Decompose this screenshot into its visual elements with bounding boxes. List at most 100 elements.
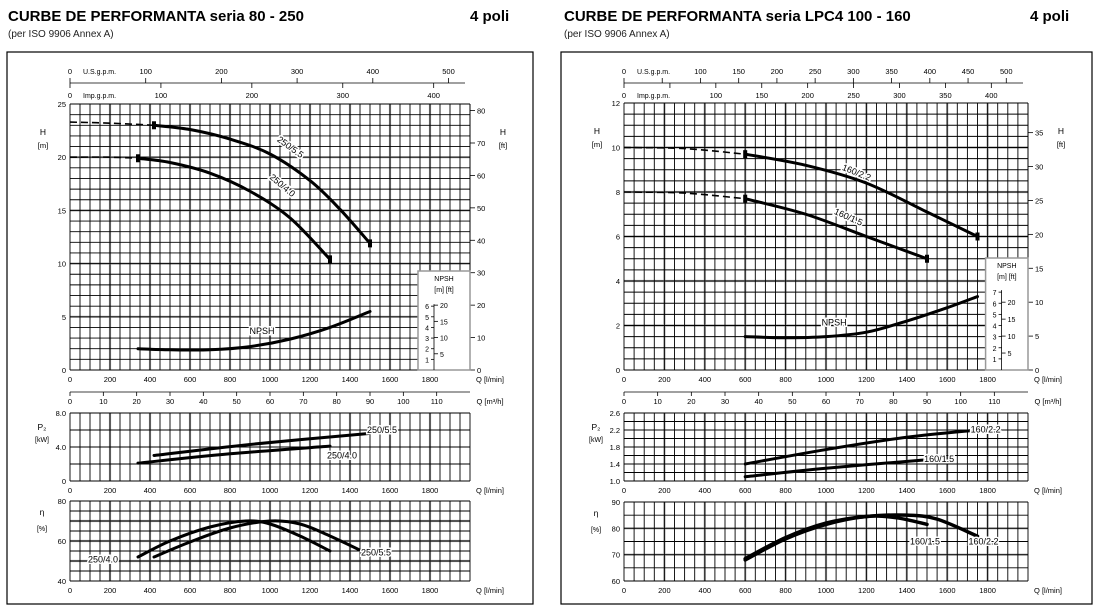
head-ft-tick-label: 40 <box>477 236 485 245</box>
npsh-m-tick-label: 2 <box>993 346 997 353</box>
us-gpm-tick-label: 0 <box>68 67 72 76</box>
npsh-m-tick-label: 4 <box>425 325 429 332</box>
head-ft-tick-label: 0 <box>477 366 481 375</box>
npsh-m-tick-label: 3 <box>425 336 429 343</box>
head-ft-tick-label: 0 <box>1035 366 1039 375</box>
m3h-tick-label: 50 <box>788 397 796 406</box>
npsh-ft-tick-label: 20 <box>440 303 448 310</box>
efficiency-q-tick-label: 1600 <box>382 586 399 595</box>
efficiency-q-tick-label: 600 <box>739 586 752 595</box>
head-m-tick-label: 15 <box>58 206 66 215</box>
head-m-tick-label: 10 <box>58 260 66 269</box>
imp-gpm-tick-label: 100 <box>710 91 723 100</box>
us-gpm-tick-label: 300 <box>847 67 860 76</box>
efficiency-axis-label: η <box>40 507 45 517</box>
npsh-inset-units: [m] [ft] <box>997 274 1017 281</box>
npsh-inset-title: NPSH <box>997 263 1016 270</box>
imp-gpm-tick-label: 200 <box>801 91 814 100</box>
m3h-tick-label: 90 <box>923 397 931 406</box>
power-axis-label: P₂ <box>38 422 47 432</box>
efficiency-q-tick-label: 400 <box>699 586 712 595</box>
head-m-tick-label: 20 <box>58 153 66 162</box>
power-q-tick-label: 0 <box>622 486 626 495</box>
head-q-tick-label: 0 <box>622 375 626 384</box>
npsh-m-tick-label: 4 <box>993 324 997 331</box>
head-q-tick-label: 1800 <box>979 375 996 384</box>
power-curve-250/5.5 <box>152 431 372 457</box>
power-q-axis-label: Q [l/min] <box>1034 486 1062 495</box>
head-curve-dashed-160/1.5 <box>623 191 746 200</box>
head-ft-axis-unit: [ft] <box>499 141 507 150</box>
npsh-inset-box <box>417 270 471 371</box>
power-q-tick-label: 1600 <box>382 486 399 495</box>
efficiency-tick-label: 90 <box>612 498 620 507</box>
imp-gpm-tick-label: 400 <box>427 91 440 100</box>
power-curve-label: 160/1.5 <box>924 454 954 464</box>
npsh-ft-tick-label: 15 <box>1008 317 1016 324</box>
m3h-tick-label: 30 <box>721 397 729 406</box>
npsh-ft-tick-label: 15 <box>440 319 448 326</box>
head-curve-NPSH <box>136 309 372 352</box>
head-q-axis-label: Q [l/min] <box>476 375 504 384</box>
power-q-tick-label: 800 <box>779 486 792 495</box>
m3h-tick-label: 110 <box>431 397 443 406</box>
head-ft-tick-label: 70 <box>477 139 485 148</box>
npsh-m-tick-label: 1 <box>425 357 429 364</box>
head-q-tick-label: 600 <box>184 375 197 384</box>
imp-gpm-tick-label: 300 <box>893 91 906 100</box>
head-m-tick-label: 5 <box>62 313 66 322</box>
efficiency-q-axis-label: Q [l/min] <box>1034 586 1062 595</box>
efficiency-q-tick-label: 1600 <box>939 586 956 595</box>
us-gpm-axis-label: U.S.g.p.m. <box>83 69 116 76</box>
power-q-tick-label: 400 <box>144 486 157 495</box>
m3h-tick-label: 20 <box>132 397 140 406</box>
head-curve-dashed-250/5.5 <box>69 121 155 127</box>
power-q-tick-label: 800 <box>224 486 237 495</box>
efficiency-curve-label: 160/2.2 <box>969 536 999 546</box>
power-tick-label: 1.0 <box>610 477 620 486</box>
efficiency-q-tick-label: 0 <box>622 586 626 595</box>
efficiency-q-tick-label: 0 <box>68 586 72 595</box>
imp-gpm-tick-label: 150 <box>755 91 768 100</box>
m3h-tick-label: 100 <box>397 397 410 406</box>
efficiency-q-tick-label: 1800 <box>422 586 439 595</box>
curve-end-marker <box>743 194 748 203</box>
us-gpm-tick-label: 0 <box>622 67 626 76</box>
m3h-tick-label: 0 <box>622 397 626 406</box>
us-gpm-tick-label: 450 <box>962 67 975 76</box>
power-tick-label: 2.2 <box>610 426 620 435</box>
efficiency-tick-label: 60 <box>612 577 620 586</box>
head-ft-tick-label: 30 <box>477 269 485 278</box>
power-q-tick-label: 600 <box>739 486 752 495</box>
head-ft-tick-label: 35 <box>1035 129 1043 138</box>
m3h-tick-label: 10 <box>653 397 661 406</box>
efficiency-curve-label: 250/4.0 <box>88 554 118 564</box>
efficiency-q-tick-label: 200 <box>658 586 671 595</box>
head-ft-tick-label: 10 <box>1035 298 1043 307</box>
m3h-tick-label: 100 <box>954 397 967 406</box>
head-q-tick-label: 200 <box>104 375 117 384</box>
efficiency-q-tick-label: 800 <box>779 586 792 595</box>
us-gpm-tick-label: 350 <box>885 67 898 76</box>
imp-gpm-tick-label: 250 <box>847 91 860 100</box>
m3h-tick-label: 90 <box>366 397 374 406</box>
head-m-tick-label: 0 <box>62 366 66 375</box>
poles-label-left: 4 poli <box>470 8 510 25</box>
head-curve-NPSH <box>743 295 979 340</box>
efficiency-q-tick-label: 800 <box>224 586 237 595</box>
efficiency-q-tick-label: 1000 <box>818 586 835 595</box>
power-curve-label: 250/5.5 <box>367 425 397 435</box>
imp-gpm-tick-label: 300 <box>337 91 350 100</box>
npsh-ft-tick-label: 5 <box>1008 351 1012 358</box>
head-curve-160/2.2 <box>743 152 979 238</box>
m3h-tick-label: 10 <box>99 397 107 406</box>
us-gpm-tick-label: 200 <box>771 67 784 76</box>
m3h-tick-label: 60 <box>822 397 830 406</box>
head-curve-label: NPSH <box>822 318 847 328</box>
m3h-tick-label: 80 <box>333 397 341 406</box>
power-q-tick-label: 1800 <box>979 486 996 495</box>
power-curve-160/2.2 <box>743 428 979 466</box>
head-ft-tick-label: 5 <box>1035 332 1039 341</box>
head-q-tick-label: 1000 <box>818 375 835 384</box>
npsh-m-tick-label: 7 <box>993 290 997 297</box>
